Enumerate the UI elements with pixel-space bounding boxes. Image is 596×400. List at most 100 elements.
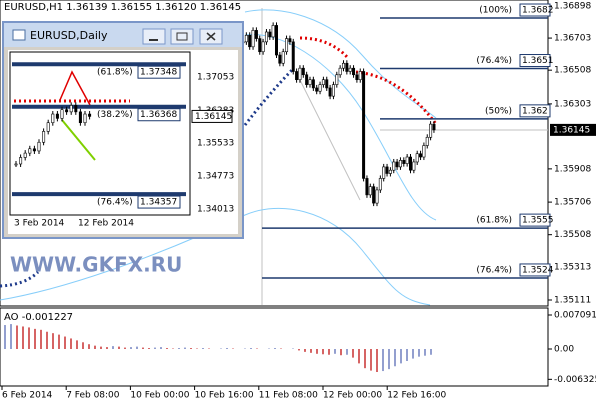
- trend-line: [299, 79, 361, 201]
- candle: [55, 113, 59, 119]
- fib-price: 1.3682: [522, 6, 554, 16]
- candle: [412, 161, 416, 171]
- candle: [311, 79, 315, 89]
- price-label: 1.35508: [554, 230, 591, 240]
- fib-price: 1.3555: [522, 216, 554, 226]
- candle: [278, 54, 282, 64]
- time-label: 10 Feb 00:00: [130, 391, 189, 400]
- candle: [42, 131, 46, 143]
- candle: [405, 156, 409, 164]
- candle: [392, 161, 396, 171]
- time-label: 6 Feb 2014: [2, 391, 53, 400]
- candle: [60, 109, 64, 119]
- candle: [271, 25, 275, 38]
- inset-fib-percent: (38.2%): [97, 110, 133, 120]
- current-price: 1.36145: [553, 125, 590, 135]
- minimize-button[interactable]: [142, 28, 166, 45]
- candle: [425, 136, 429, 146]
- bollinger-upper-2: [244, 33, 437, 221]
- price-label: 1.35313: [554, 262, 591, 272]
- fib-percent: (50%): [485, 106, 512, 116]
- candle: [281, 51, 285, 64]
- fib-percent: (76.4%): [476, 265, 512, 275]
- inset-current-box: [191, 109, 233, 123]
- candle: [385, 166, 389, 174]
- inset-price-label: 1.34773: [197, 172, 234, 182]
- bollinger-lower: [0, 208, 431, 306]
- candle: [88, 113, 92, 117]
- candle: [46, 122, 50, 132]
- price-label: 1.36898: [554, 2, 591, 12]
- candle: [331, 84, 335, 97]
- sar-down: [355, 70, 438, 125]
- inset-fib-percent: (61.8%): [97, 68, 133, 78]
- candle: [375, 189, 379, 204]
- candle: [318, 84, 322, 92]
- candle: [305, 74, 309, 85]
- inset-fib-box: [137, 195, 181, 209]
- candle: [274, 25, 278, 56]
- inset-window: EURUSD,Daily 1.370531.362831.355331.3477…: [2, 21, 244, 239]
- candle: [388, 169, 392, 174]
- candle: [419, 153, 423, 158]
- candle: [358, 71, 362, 81]
- sar-up: [243, 68, 294, 126]
- candle: [325, 79, 329, 89]
- indicator-panel: AO -0.001227: [0, 307, 549, 387]
- candle: [372, 186, 376, 204]
- price-label: 1.35111: [554, 296, 591, 306]
- close-button[interactable]: [199, 28, 223, 45]
- fib-box: [519, 3, 551, 17]
- time-label: 7 Feb 08:00: [66, 391, 120, 400]
- fib-percent: (100%): [479, 6, 512, 16]
- candle: [328, 87, 332, 97]
- candle: [415, 153, 419, 163]
- window-title: EURUSD,Daily: [30, 29, 108, 42]
- candle: [341, 62, 345, 69]
- inset-date: 12 Feb 2014: [78, 219, 134, 229]
- candle: [402, 160, 406, 164]
- inset-fib-price: 1.36368: [140, 110, 177, 120]
- time-label: 11 Feb 08:00: [259, 391, 318, 400]
- candle: [321, 79, 325, 85]
- candle: [32, 148, 36, 152]
- watermark: WWW.GKFX.RU: [10, 253, 182, 277]
- candle: [248, 34, 252, 48]
- candle: [335, 74, 339, 85]
- fib-price: 1.3651: [522, 56, 554, 66]
- candle: [298, 67, 302, 81]
- candle: [408, 156, 412, 171]
- maximize-button[interactable]: [170, 28, 194, 45]
- candle: [378, 178, 382, 191]
- inset-fib-price: 1.34357: [140, 198, 177, 208]
- candle: [251, 30, 255, 48]
- time-label: 12 Feb 16:00: [387, 391, 446, 400]
- candle: [261, 41, 265, 53]
- candle: [23, 152, 27, 158]
- candle: [395, 161, 399, 168]
- inset-price-label: 1.35533: [197, 139, 234, 149]
- candle: [258, 38, 262, 53]
- inset-date: 3 Feb 2014: [14, 219, 65, 229]
- indicator-axis-label: 0.007091: [554, 311, 596, 321]
- candle: [315, 87, 319, 92]
- window-icon: [12, 29, 26, 41]
- time-label: 10 Feb 16:00: [195, 391, 254, 400]
- candle: [285, 38, 289, 53]
- candle: [83, 113, 87, 124]
- candle: [365, 178, 369, 196]
- fib-box: [519, 104, 551, 118]
- candle: [345, 62, 349, 72]
- candle: [291, 41, 295, 72]
- fib-percent: (76.4%): [476, 56, 512, 66]
- candle: [352, 67, 356, 76]
- fib-box: [519, 213, 551, 227]
- price-label: 1.35908: [554, 164, 591, 174]
- inset-price-label: 1.34013: [197, 205, 234, 215]
- candle: [295, 71, 299, 81]
- fib-box: [519, 263, 551, 277]
- candle: [69, 105, 73, 113]
- candle: [362, 71, 366, 179]
- inset-trend: [61, 119, 96, 161]
